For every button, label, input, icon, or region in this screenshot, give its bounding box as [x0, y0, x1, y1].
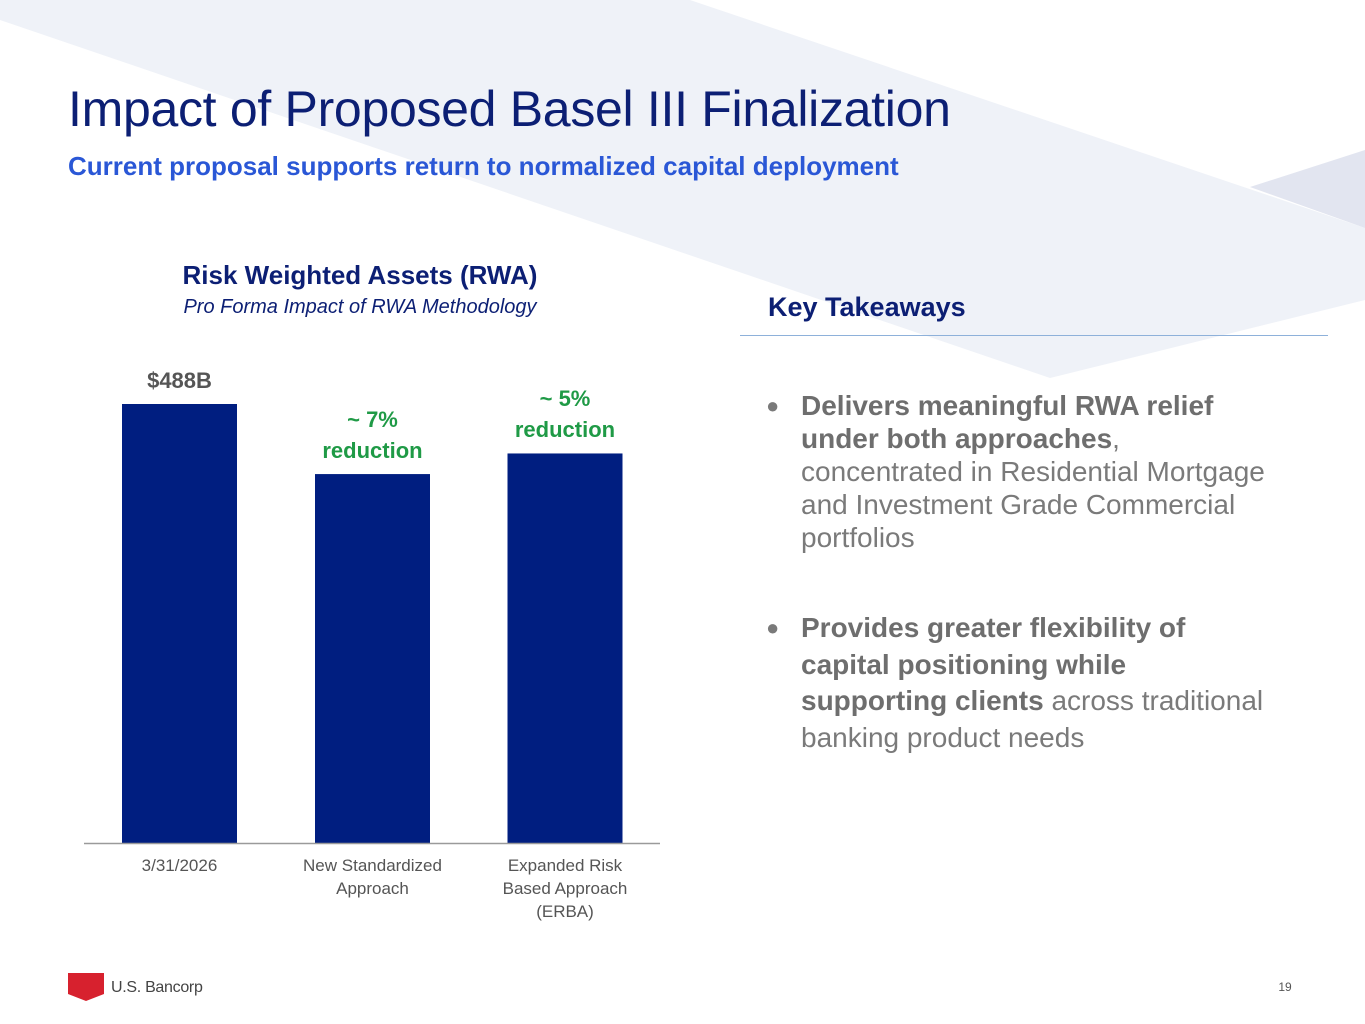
bar-data-label-line: reduction [322, 438, 423, 464]
takeaway-bold: Provides greater flexibility of capital … [801, 612, 1186, 716]
category-label-line: New Standardized [303, 856, 442, 875]
category-label-line: (ERBA) [536, 902, 594, 921]
bar-data-label-line: ~ 7% [347, 407, 398, 433]
bar-data-label-line: reduction [514, 417, 616, 443]
shield-logo-icon [68, 973, 104, 1001]
category-label: New Standardized Approach [288, 854, 458, 900]
category-label-line: 3/31/2026 [141, 856, 218, 875]
key-takeaways-divider [740, 335, 1328, 336]
category-label-line: Expanded Risk [507, 856, 623, 875]
takeaway-rest: , concentrated in Residential Mortgage a… [801, 423, 1265, 553]
takeaway-bold: Delivers meaningful RWA relief under bot… [801, 390, 1214, 454]
takeaway-bullet: ● Delivers meaningful RWA relief under b… [766, 389, 1266, 554]
category-label: Expanded Risk Based Approach (ERBA) [480, 854, 650, 923]
takeaway-text: Delivers meaningful RWA relief under bot… [801, 389, 1266, 554]
category-label-line: Approach [336, 879, 409, 898]
bar-data-label: $488B [95, 365, 265, 396]
key-takeaways-title: Key Takeaways [768, 292, 966, 322]
category-label: 3/31/2026 [95, 854, 265, 877]
bar-data-label: ~ 7% reduction [288, 404, 458, 466]
bar-data-label: ~ 5% reduction [480, 383, 650, 445]
bullet-dot-icon: ● [766, 615, 780, 640]
bullet-dot-icon: ● [766, 393, 780, 418]
bar-3 [507, 453, 623, 843]
us-bancorp-logo: U.S. Bancorp [68, 973, 268, 1005]
takeaway-text: Provides greater flexibility of capital … [801, 610, 1266, 756]
takeaway-rest: across traditional banking product needs [801, 685, 1264, 753]
background-shape-main [0, 0, 1365, 378]
logo-text: U.S. Bancorp [111, 979, 203, 996]
chart-subtitle: Pro Forma Impact of RWA Methodology [183, 296, 537, 318]
page-subtitle: Current proposal supports return to norm… [68, 151, 899, 181]
page-title: Impact of Proposed Basel III Finalizatio… [68, 81, 951, 137]
page-number: 19 [1278, 980, 1292, 994]
category-label-line: Based Approach [502, 879, 628, 898]
chart-title: Risk Weighted Assets (RWA) [182, 260, 538, 290]
bar-1 [122, 404, 237, 843]
background-shape-accent [1250, 150, 1365, 228]
bar-data-label-line: $488B [147, 368, 212, 393]
bar-2 [315, 474, 430, 843]
bar-data-label-line: ~ 5% [539, 386, 591, 412]
takeaway-bullet: ● Provides greater flexibility of capita… [766, 610, 1266, 756]
